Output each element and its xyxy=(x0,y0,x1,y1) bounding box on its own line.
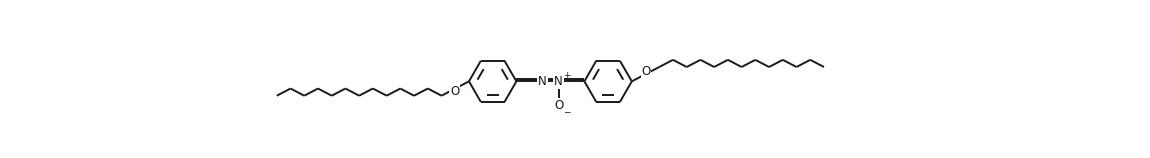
Text: O: O xyxy=(554,99,564,112)
Text: N: N xyxy=(538,75,546,88)
Text: −: − xyxy=(562,107,570,116)
Text: O: O xyxy=(642,65,651,78)
Text: O: O xyxy=(450,85,459,97)
Text: N: N xyxy=(554,75,562,88)
Text: +: + xyxy=(562,71,570,80)
